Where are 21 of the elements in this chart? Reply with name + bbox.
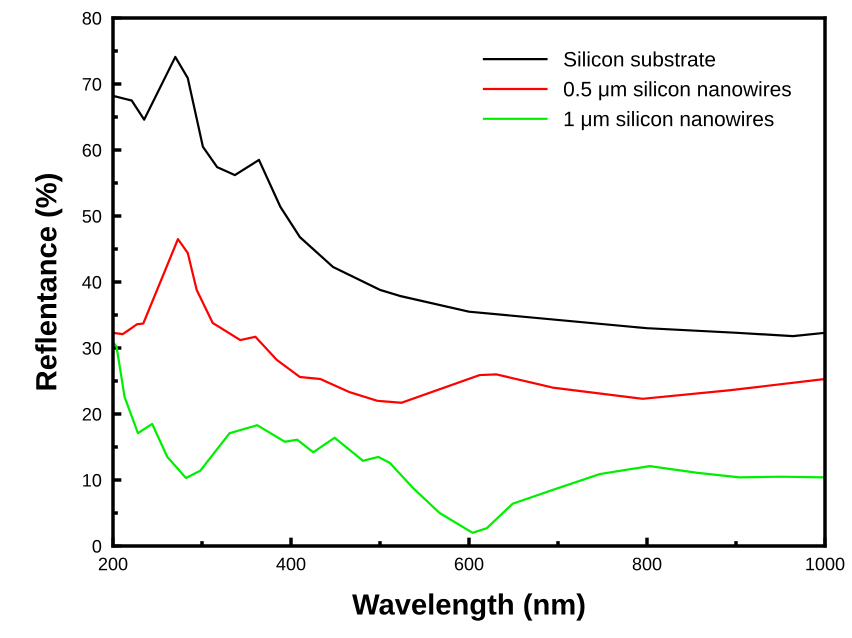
y-tick-label: 10 [83,474,102,487]
x-tick-label: 800 [632,558,662,570]
x-tick-label: 200 [98,558,128,570]
x-axis-title: Wavelength (nm) [352,593,584,621]
x-tick-label: 400 [276,558,306,570]
legend-label: 1 μm silicon nanowires [564,111,774,130]
y-tick-label: 50 [82,210,102,223]
x-tick-label: 1000 [806,558,844,570]
x-tick-label: 600 [454,558,484,570]
legend-label: Silicon substrate [564,51,716,67]
y-axis-title: Reflentance (%) [35,174,62,390]
y-tick-label: 30 [82,342,102,355]
y-tick-label: 70 [82,78,102,91]
legend-label: 0.5 μm silicon nanowires [564,81,791,100]
y-tick-label: 0 [92,540,102,553]
y-tick-label: 20 [82,408,102,421]
y-tick-label: 40 [82,276,102,289]
y-tick-label: 80 [82,12,102,25]
y-tick-label: 60 [82,144,102,157]
line-series [113,340,825,534]
line-series [113,238,825,404]
